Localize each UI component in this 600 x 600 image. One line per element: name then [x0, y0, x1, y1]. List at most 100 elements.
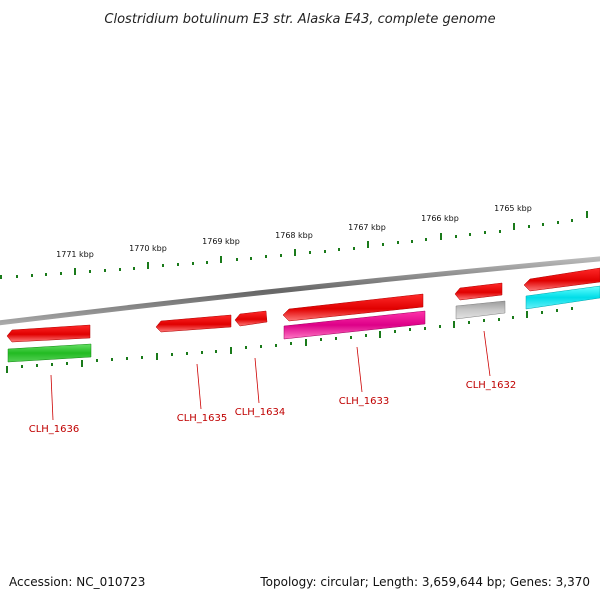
cds-feature-clh1636[interactable] [6, 324, 91, 343]
ruler-minor-tick [498, 318, 500, 321]
ruler-minor-tick [324, 250, 326, 253]
ruler-major-tick [440, 233, 442, 240]
ruler-major-tick [147, 262, 149, 269]
ruler-minor-tick [89, 270, 91, 273]
ruler-minor-tick [96, 359, 98, 362]
cds-feature-clh1635[interactable] [155, 314, 232, 333]
ruler-tick-label: 1767 kbp [348, 223, 386, 232]
ruler-minor-tick [455, 235, 457, 238]
ruler-minor-tick [411, 240, 413, 243]
ruler-minor-tick [483, 319, 485, 322]
ruler-minor-tick [215, 350, 217, 353]
ruler-tick-label: 1765 kbp [494, 204, 532, 213]
ruler-minor-tick [236, 258, 238, 261]
ruler-minor-tick [133, 267, 135, 270]
ruler-major-tick [379, 331, 381, 338]
ruler-minor-tick [275, 344, 277, 347]
ruler-minor-tick [66, 362, 68, 365]
ruler-minor-tick [409, 328, 411, 331]
gene-label-clh1636[interactable]: CLH_1636 [29, 424, 80, 435]
gene-label-clh1634[interactable]: CLH_1634 [235, 407, 286, 418]
ruler-minor-tick [16, 275, 18, 278]
ruler-minor-tick [528, 225, 530, 228]
ruler-major-tick [81, 360, 83, 367]
leader-line-clh1635 [196, 363, 202, 410]
ruler-minor-tick [382, 243, 384, 246]
ruler-tick-labels: 1771 kbp 1770 kbp 1769 kbp 1768 kbp 1767… [56, 204, 532, 259]
leader-line-clh1636 [50, 374, 54, 421]
ruler-minor-tick [335, 337, 337, 340]
ruler-tick-label: 1769 kbp [202, 237, 240, 246]
track2-feature-clh1633[interactable] [283, 310, 426, 340]
ruler-minor-tick [425, 238, 427, 241]
ruler-minor-tick [250, 257, 252, 260]
ruler-minor-tick [51, 363, 53, 366]
ruler-minor-tick [36, 364, 38, 367]
ruler-minor-tick [290, 342, 292, 345]
ruler-minor-tick [119, 268, 121, 271]
ruler-minor-tick [439, 325, 441, 328]
cds-feature-next[interactable] [523, 267, 600, 292]
ruler-major-tick [6, 366, 8, 373]
ruler-minor-tick [469, 233, 471, 236]
ruler-minor-tick [171, 353, 173, 356]
ruler-major-tick [74, 268, 76, 275]
ruler-minor-tick [162, 264, 164, 267]
inner-scale-ruler [6, 307, 573, 373]
ruler-major-tick [453, 321, 455, 328]
gene-label-clh1635[interactable]: CLH_1635 [177, 413, 228, 424]
outer-scale-ruler [0, 211, 588, 279]
track2-feature-next[interactable] [525, 285, 600, 310]
ruler-minor-tick [542, 223, 544, 226]
track2-feature-clh1632[interactable] [455, 300, 506, 320]
ruler-minor-tick [484, 231, 486, 234]
ruler-major-tick [230, 347, 232, 354]
cds-feature-clh1634[interactable] [234, 310, 268, 327]
ruler-tick-label: 1770 kbp [129, 244, 167, 253]
gene-labels: CLH_1636 CLH_1635 CLH_1634 CLH_1633 CLH_… [29, 380, 517, 435]
cds-feature-clh1633[interactable] [282, 293, 424, 322]
ruler-minor-tick [350, 336, 352, 339]
ruler-minor-tick [541, 311, 543, 314]
gene-features [6, 267, 600, 363]
leader-line-clh1634 [254, 357, 260, 404]
ruler-minor-tick [556, 309, 558, 312]
accession-text: Accession: NC_010723 [9, 575, 145, 589]
ruler-major-tick [513, 223, 515, 230]
leader-line-clh1633 [356, 346, 363, 393]
ruler-minor-tick [0, 275, 2, 279]
ruler-minor-tick [186, 352, 188, 355]
ruler-minor-tick [338, 248, 340, 251]
ruler-minor-tick [245, 346, 247, 349]
track2-feature-clh1636[interactable] [7, 343, 92, 363]
ruler-minor-tick [45, 273, 47, 276]
ruler-tick-label: 1768 kbp [275, 231, 313, 240]
ruler-minor-tick [280, 254, 282, 257]
ruler-minor-tick [177, 263, 179, 266]
leader-line-clh1632 [483, 330, 491, 377]
gene-label-leaders [50, 330, 491, 421]
ruler-minor-tick [424, 327, 426, 330]
ruler-minor-tick [468, 321, 470, 324]
gene-label-clh1632[interactable]: CLH_1632 [466, 380, 517, 391]
ruler-major-tick [220, 256, 222, 263]
ruler-major-tick [586, 211, 588, 218]
ruler-minor-tick [571, 219, 573, 222]
ruler-tick-label: 1766 kbp [421, 214, 459, 223]
ruler-minor-tick [499, 230, 501, 233]
ruler-minor-tick [111, 358, 113, 361]
ruler-major-tick [305, 339, 307, 346]
ruler-minor-tick [192, 262, 194, 265]
cds-feature-clh1632[interactable] [454, 282, 503, 301]
ruler-minor-tick [206, 261, 208, 264]
ruler-major-tick [156, 353, 158, 360]
ruler-major-tick [526, 311, 528, 318]
ruler-tick-label: 1771 kbp [56, 250, 94, 259]
ruler-minor-tick [21, 365, 23, 368]
ruler-minor-tick [309, 251, 311, 254]
gene-label-clh1633[interactable]: CLH_1633 [339, 396, 390, 407]
ruler-minor-tick [126, 357, 128, 360]
genome-summary-text: Topology: circular; Length: 3,659,644 bp… [259, 575, 590, 589]
ruler-minor-tick [353, 247, 355, 250]
ruler-minor-tick [557, 221, 559, 224]
